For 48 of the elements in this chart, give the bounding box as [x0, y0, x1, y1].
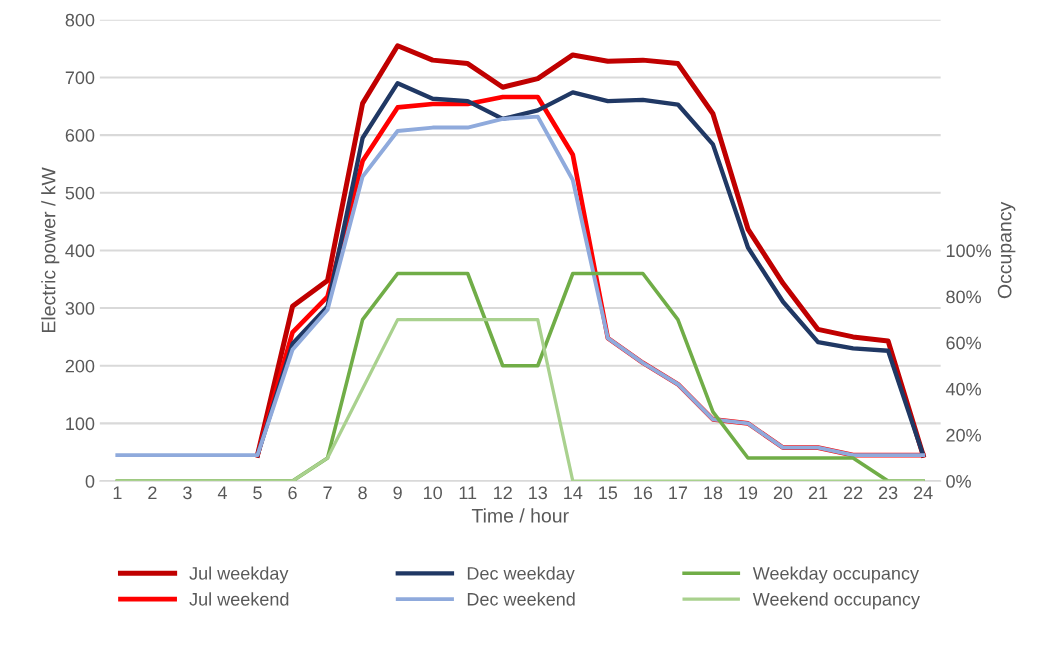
- y2-tick-label: 40%: [945, 382, 981, 396]
- y-tick-label: 200: [65, 359, 95, 373]
- x-tick-label: 18: [704, 486, 723, 500]
- x-tick-label: 9: [393, 486, 402, 500]
- x-tick-label: 2: [148, 486, 157, 500]
- y2-tick-label: 0%: [946, 475, 971, 488]
- x-tick-label: 22: [843, 486, 863, 500]
- y-tick-label: 700: [65, 71, 95, 85]
- legend-label: Jul weekday: [189, 566, 289, 584]
- x-tick-label: 11: [459, 486, 477, 500]
- legend-label: Weekend occupancy: [752, 592, 920, 610]
- x-tick-label: 17: [669, 486, 688, 500]
- x-tick-label: 3: [183, 486, 192, 500]
- y2-tick-label: 60%: [946, 336, 981, 350]
- x-tick-label: 13: [529, 486, 548, 500]
- y-tick-label: 400: [65, 244, 95, 258]
- legend-label: Jul weekend: [189, 592, 289, 606]
- legend-label: Dec weekday: [467, 566, 575, 584]
- x-tick-label: 23: [878, 486, 898, 500]
- y2-tick-label: 100%: [946, 244, 992, 258]
- x-tick-label: 21: [808, 486, 828, 500]
- y-tick-label: 500: [65, 186, 95, 200]
- y-tick-label: 600: [65, 129, 95, 142]
- x-tick-label: 6: [288, 486, 297, 500]
- x-tick-label: 7: [323, 486, 332, 500]
- legend-label: Dec weekend: [467, 592, 575, 606]
- y2-tick-label: 80%: [946, 290, 981, 304]
- x-tick-label: 20: [773, 486, 793, 500]
- x-tick-label: 19: [739, 486, 758, 500]
- legend-label: Weekday occupancy: [752, 566, 919, 584]
- y-tick-label: 0: [85, 475, 95, 488]
- y-tick-label: 300: [65, 302, 95, 315]
- x-tick-label: 8: [358, 486, 367, 500]
- x-tick-label: 12: [494, 486, 512, 500]
- y2-axis-title: Occupancy: [997, 201, 1016, 299]
- y2-tick-label: 20%: [946, 428, 981, 442]
- y-tick-label: 800: [65, 13, 95, 27]
- x-tick-label: 1: [113, 486, 122, 500]
- x-tick-label: 24: [914, 486, 933, 500]
- x-tick-label: 16: [634, 486, 653, 500]
- y-axis-title: Electric power / kW: [41, 167, 60, 333]
- y-tick-label: 100: [66, 417, 95, 431]
- x-tick-label: 4: [217, 486, 227, 500]
- x-tick-label: 10: [424, 486, 442, 500]
- x-axis-title: Time / hour: [471, 508, 569, 523]
- x-tick-label: 15: [599, 486, 618, 500]
- x-tick-label: 14: [564, 486, 583, 500]
- x-tick-label: 5: [253, 486, 262, 500]
